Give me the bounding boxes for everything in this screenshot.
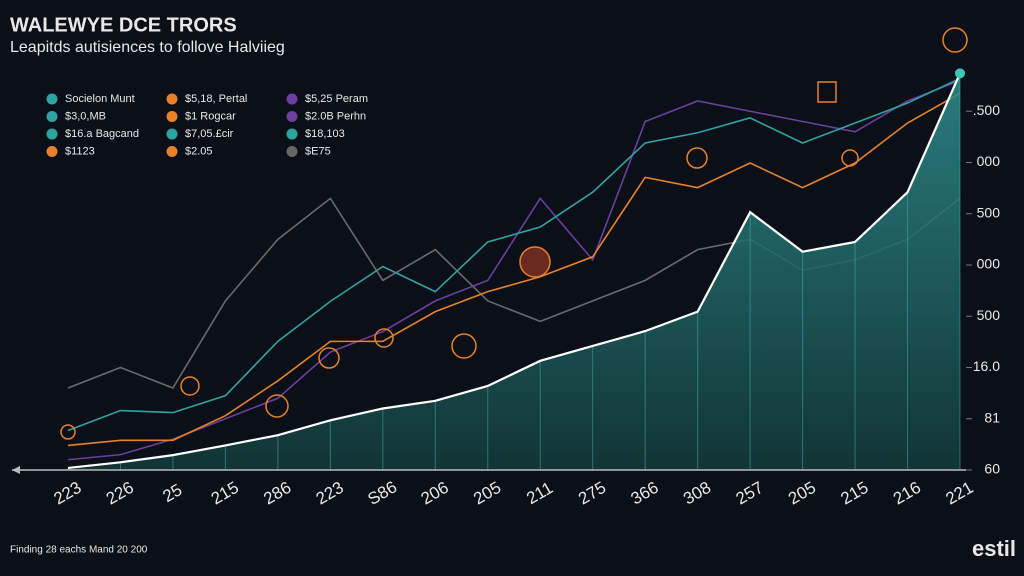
legend-label: $2.0B Perhn	[305, 110, 366, 122]
legend-marker	[166, 93, 178, 105]
y-tick-label: 60	[984, 461, 1000, 477]
legend-label: $5,18, Pertal	[185, 93, 247, 105]
legend-marker	[286, 128, 298, 140]
y-tick-label: .500	[973, 102, 1000, 118]
legend-label: $18,103	[305, 128, 345, 140]
series-line	[67, 77, 961, 432]
legend-marker	[166, 146, 178, 157]
legend-label: $1123	[65, 145, 95, 157]
y-tick-label: 500	[977, 307, 1001, 323]
plot	[67, 72, 962, 470]
legend-label: $E75	[305, 145, 331, 157]
end-point	[955, 68, 965, 79]
legend-marker	[46, 111, 58, 122]
series-line	[67, 79, 961, 461]
axis-arrow	[12, 466, 20, 474]
footer: Finding 28 eachs Mand 20 200	[10, 545, 148, 556]
legend-marker	[166, 111, 178, 122]
y-tick-label: 16.0	[973, 358, 1000, 374]
subtitle: Leapitds autisiences to follove Halviieg	[10, 39, 285, 56]
coin-icons	[60, 27, 968, 440]
legend-label: Socielon Munt	[65, 93, 135, 105]
y-tick-label: 000	[977, 256, 1001, 272]
legend-marker	[286, 146, 298, 157]
legend-marker	[46, 93, 58, 105]
y-tick-label: 81	[984, 409, 1000, 425]
legend-label: $3,0,MB	[65, 110, 106, 122]
legend-marker	[46, 128, 58, 140]
brand: estil	[972, 536, 1016, 561]
legend-label: $16.a Bagcand	[65, 128, 139, 140]
series-line	[67, 92, 961, 447]
legend-label: $1 Rogcar	[185, 110, 236, 122]
legend-label: $2.05	[185, 145, 213, 157]
y-tick-label: 000	[977, 153, 1001, 169]
legend-marker	[46, 146, 58, 157]
area	[68, 73, 960, 470]
legend-marker	[166, 128, 178, 140]
legend-marker	[286, 93, 298, 105]
series-line	[67, 72, 962, 470]
chart-title: WALEWYE DCE TRORS	[10, 14, 237, 36]
y-tick-label: 500	[977, 204, 1001, 220]
legend-label: $7,05.£cir	[185, 128, 234, 140]
legend-marker	[286, 111, 298, 122]
legend-label: $5,25 Peram	[305, 93, 368, 105]
